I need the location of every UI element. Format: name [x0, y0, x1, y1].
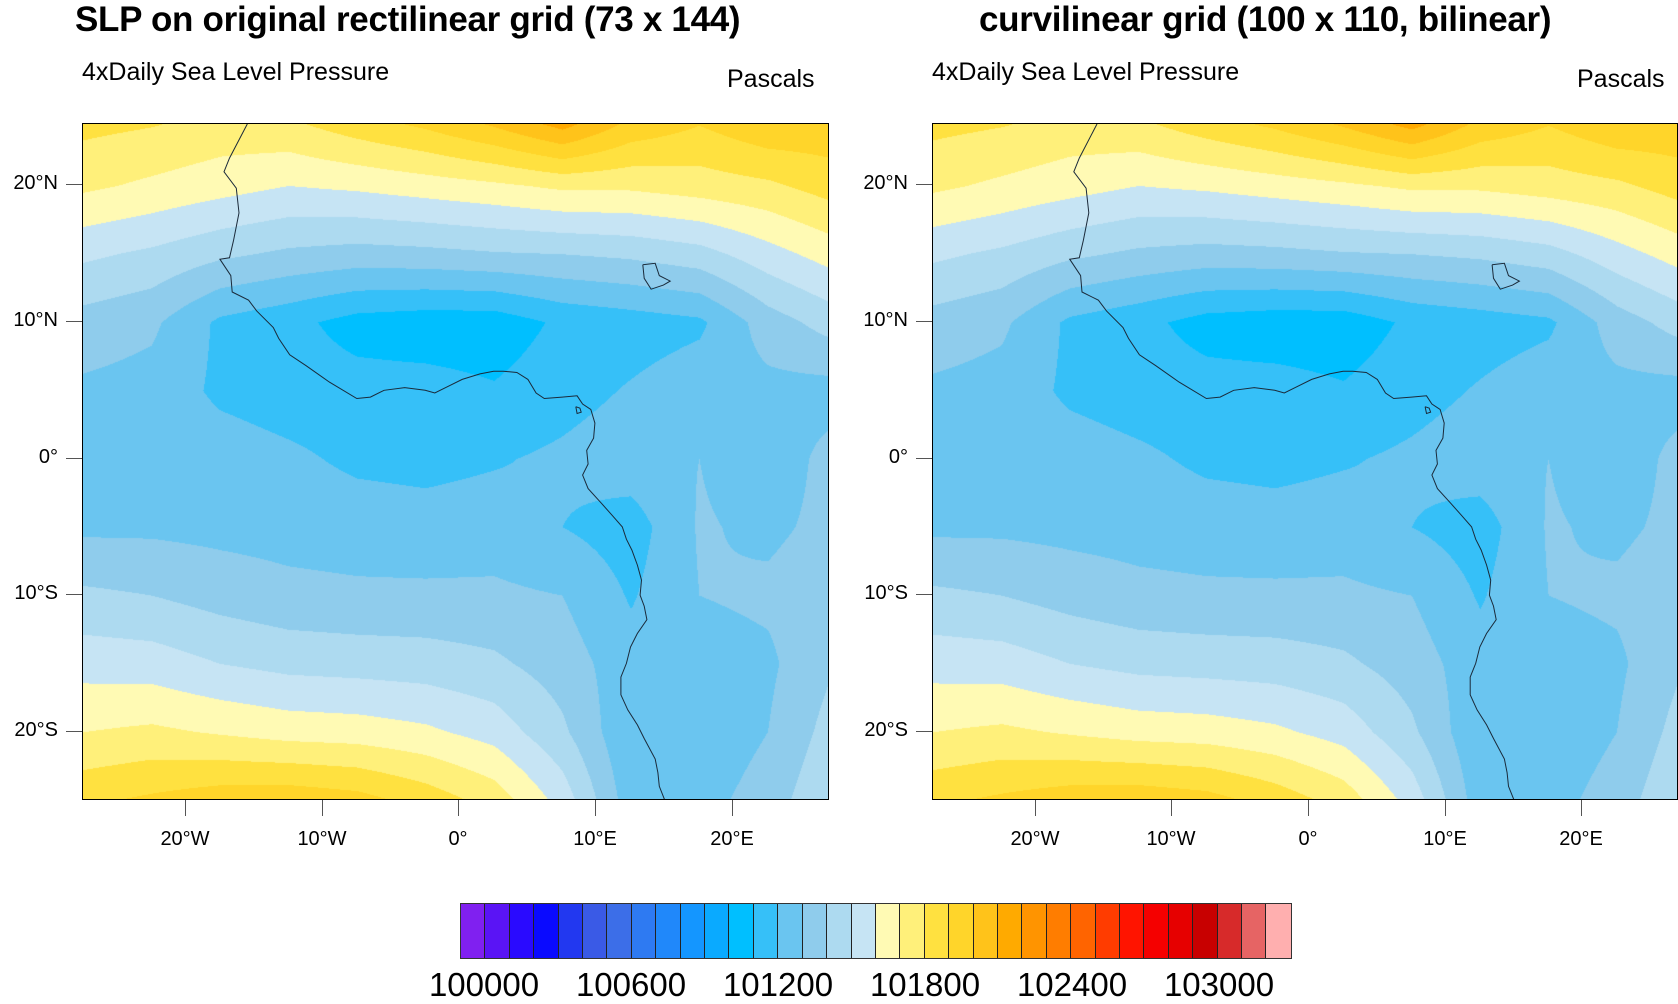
lake-chad-outline	[1491, 262, 1521, 290]
colorbar-box	[778, 904, 803, 958]
y-tick	[66, 184, 82, 185]
colorbar-box	[461, 904, 486, 958]
left-panel-units-label: Pascals	[727, 65, 815, 93]
colorbar-box	[1022, 904, 1047, 958]
colorbar-box	[1071, 904, 1096, 958]
colorbar-label: 101800	[869, 966, 981, 1003]
x-tick-label: 20°W	[1010, 828, 1060, 850]
right-coastline	[1068, 124, 1521, 799]
left-contour-fill	[83, 124, 828, 799]
colorbar-box	[802, 904, 828, 958]
colorbar-box	[1242, 904, 1267, 958]
colorbar-box	[485, 904, 510, 958]
y-tick	[916, 731, 932, 732]
colorbar-box	[875, 904, 901, 958]
x-tick	[1581, 800, 1582, 816]
x-tick-label: 10°E	[1423, 828, 1467, 850]
colorbar	[460, 903, 1292, 959]
left-map-plot	[82, 123, 829, 800]
colorbar-box	[973, 904, 998, 958]
colorbar-box	[705, 904, 730, 958]
x-tick	[595, 800, 596, 816]
y-tick	[66, 458, 82, 459]
x-tick-label: 0°	[1298, 828, 1318, 850]
y-tick-label: 20°S	[864, 719, 908, 741]
colorbar-box	[827, 904, 852, 958]
right-panel-units-label: Pascals	[1577, 65, 1665, 93]
x-tick	[1171, 800, 1172, 816]
colorbar-box	[607, 904, 632, 958]
colorbar-label: 100600	[575, 966, 687, 1003]
y-tick-label: 20°S	[14, 719, 58, 741]
lake-chad-outline	[642, 262, 672, 290]
y-tick	[66, 321, 82, 322]
x-tick-label: 10°E	[573, 828, 617, 850]
x-tick-label: 10°W	[297, 828, 347, 850]
y-tick-label: 10°S	[864, 582, 908, 604]
x-tick-label: 10°W	[1146, 828, 1196, 850]
colorbar-box	[900, 904, 925, 958]
y-tick-label: 10°N	[13, 309, 58, 331]
coastline-africa	[219, 124, 665, 799]
colorbar-box	[753, 904, 779, 958]
colorbar-box	[1144, 904, 1169, 958]
colorbar-box	[558, 904, 584, 958]
y-tick	[66, 594, 82, 595]
x-tick	[458, 800, 459, 816]
y-tick	[916, 594, 932, 595]
y-tick	[66, 731, 82, 732]
colorbar-box	[851, 904, 876, 958]
colorbar-box	[1193, 904, 1218, 958]
colorbar-box	[729, 904, 754, 958]
colorbar-box	[583, 904, 608, 958]
bioko-island-outline	[575, 406, 582, 415]
colorbar-box	[656, 904, 681, 958]
x-tick-label: 0°	[448, 828, 468, 850]
x-tick	[1308, 800, 1309, 816]
y-tick	[916, 321, 932, 322]
colorbar-box	[1046, 904, 1072, 958]
colorbar-box	[1217, 904, 1242, 958]
colorbar-label: 100000	[428, 966, 540, 1003]
right-panel-variable-label: 4xDaily Sea Level Pressure	[932, 58, 1240, 86]
y-tick-label: 0°	[888, 446, 908, 468]
colorbar-box	[1168, 904, 1194, 958]
colorbar-box	[509, 904, 535, 958]
colorbar-box	[680, 904, 706, 958]
colorbar-label: 102400	[1016, 966, 1128, 1003]
colorbar-box	[534, 904, 559, 958]
colorbar-box	[631, 904, 657, 958]
colorbar-box	[1095, 904, 1120, 958]
right-contour-fill	[933, 124, 1677, 799]
y-tick	[916, 458, 932, 459]
x-tick	[185, 800, 186, 816]
right-panel-title: curvilinear grid (100 x 110, bilinear)	[979, 0, 1552, 39]
x-tick	[1035, 800, 1036, 816]
colorbar-box	[924, 904, 950, 958]
colorbar-box	[949, 904, 974, 958]
y-tick-label: 20°N	[13, 172, 58, 194]
colorbar-box	[1266, 904, 1291, 958]
y-tick-label: 0°	[38, 446, 58, 468]
colorbar-box	[1119, 904, 1145, 958]
y-tick-label: 10°N	[863, 309, 908, 331]
x-tick	[322, 800, 323, 816]
right-map-plot	[932, 123, 1678, 800]
bioko-island-outline	[1424, 406, 1432, 415]
x-tick-label: 20°E	[710, 828, 754, 850]
colorbar-label: 103000	[1163, 966, 1275, 1003]
y-tick-label: 10°S	[14, 582, 58, 604]
coastline-africa	[1068, 124, 1515, 799]
x-tick	[1445, 800, 1446, 816]
y-tick-label: 20°N	[863, 172, 908, 194]
left-panel-title: SLP on original rectilinear grid (73 x 1…	[75, 0, 741, 39]
left-panel-variable-label: 4xDaily Sea Level Pressure	[82, 58, 390, 86]
x-tick	[732, 800, 733, 816]
colorbar-label: 101200	[722, 966, 834, 1003]
x-tick-label: 20°W	[160, 828, 210, 850]
colorbar-box	[997, 904, 1023, 958]
y-tick	[916, 184, 932, 185]
x-tick-label: 20°E	[1559, 828, 1603, 850]
left-coastline	[219, 124, 672, 799]
